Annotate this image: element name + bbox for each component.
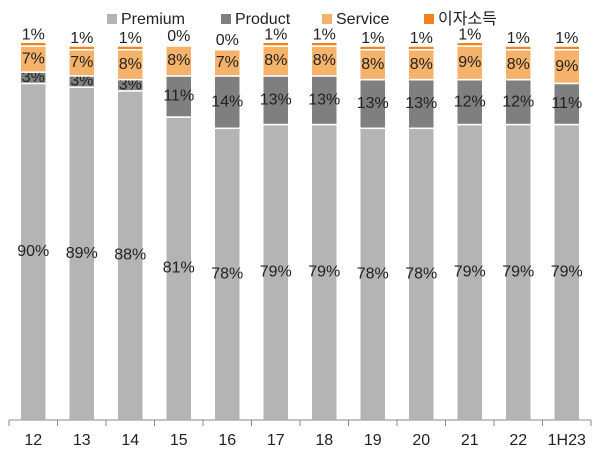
- bar-segment: [116, 48, 144, 81]
- bar-segment: [310, 75, 338, 126]
- x-tick-label: 21: [461, 432, 479, 449]
- bar-segment: [553, 82, 581, 126]
- x-tick-label: 18: [315, 432, 333, 449]
- data-label: 11%: [163, 88, 194, 105]
- bar-segment: [359, 127, 387, 421]
- bar-segment: [19, 41, 47, 47]
- bar-segment: [359, 45, 387, 51]
- data-label: 11%: [551, 95, 582, 112]
- data-label: 8%: [167, 52, 190, 69]
- data-label: 13%: [260, 91, 292, 108]
- data-label: 89%: [66, 245, 98, 262]
- bar-segment: [68, 45, 96, 51]
- legend-swatch: [107, 14, 117, 24]
- x-tick-label: 20: [412, 432, 430, 449]
- data-label: 8%: [507, 56, 530, 73]
- legend-swatch: [322, 14, 332, 24]
- bar-segment: [165, 116, 193, 421]
- data-label: 8%: [361, 56, 384, 73]
- bar-segment: [553, 123, 581, 421]
- x-tick-label: 15: [170, 432, 188, 449]
- data-label: 78%: [211, 265, 243, 282]
- data-label: 8%: [264, 52, 287, 69]
- bar-segment: [359, 78, 387, 130]
- bar-segment: [19, 82, 47, 421]
- data-label: 9%: [458, 54, 481, 71]
- data-label: 1%: [555, 30, 578, 47]
- data-label: 1%: [507, 30, 530, 47]
- data-label: 1%: [361, 30, 384, 47]
- data-label: 78%: [405, 265, 437, 282]
- bar-segment: [407, 45, 435, 51]
- data-label: 79%: [551, 263, 583, 280]
- bar-segment: [262, 75, 290, 126]
- data-label: 1%: [119, 30, 142, 47]
- data-label: 1%: [410, 30, 433, 47]
- data-label: 88%: [114, 247, 146, 264]
- bar-segment: [553, 45, 581, 51]
- data-label: 90%: [17, 243, 49, 260]
- legend-label: Premium: [121, 11, 185, 28]
- data-label: 7%: [22, 50, 45, 67]
- data-label: 79%: [502, 263, 534, 280]
- data-label: 7%: [70, 54, 93, 71]
- data-label: 8%: [410, 56, 433, 73]
- data-label: 81%: [163, 260, 195, 277]
- x-tick-label: 19: [364, 432, 382, 449]
- bar-segment: [165, 75, 193, 118]
- data-label: 13%: [308, 91, 340, 108]
- bar-segment: [456, 41, 484, 47]
- bar-segment: [165, 45, 193, 77]
- data-label: 14%: [211, 93, 243, 110]
- data-label: 12%: [502, 93, 534, 110]
- x-tick-label: 22: [509, 432, 527, 449]
- bar-segment: [262, 45, 290, 77]
- bar-segment: [456, 45, 484, 81]
- data-label: 8%: [119, 56, 142, 73]
- bar-segment: [213, 48, 241, 77]
- bar-segment: [116, 45, 144, 51]
- x-tick-label: 17: [267, 432, 285, 449]
- x-tick-label: 14: [121, 432, 139, 449]
- data-label: 1%: [264, 26, 287, 43]
- bar-segment: [504, 45, 532, 51]
- bar-segment: [310, 41, 338, 47]
- legend-label: Service: [336, 11, 389, 28]
- data-label: 12%: [454, 93, 486, 110]
- data-label: 13%: [405, 95, 437, 112]
- data-label: 79%: [308, 263, 340, 280]
- legend-swatch: [424, 14, 434, 24]
- data-label: 1%: [22, 26, 45, 43]
- x-tick-label: 1H23: [548, 432, 586, 449]
- data-label: 3%: [119, 76, 142, 93]
- bar-segment: [456, 123, 484, 421]
- bar-segment: [68, 48, 96, 77]
- data-label: 78%: [357, 265, 389, 282]
- x-tick-label: 12: [24, 432, 42, 449]
- x-tick-label: 16: [218, 432, 236, 449]
- data-label: 0%: [167, 28, 190, 45]
- data-label: 8%: [313, 52, 336, 69]
- data-label: 9%: [555, 58, 578, 75]
- data-label: 3%: [70, 73, 93, 90]
- bar-segment: [504, 78, 532, 126]
- data-label: 7%: [216, 54, 239, 71]
- data-label: 13%: [357, 95, 389, 112]
- data-label: 79%: [454, 263, 486, 280]
- bar-segment: [19, 45, 47, 73]
- data-label: 0%: [216, 32, 239, 49]
- x-tick-label: 13: [73, 432, 91, 449]
- legend-label: 이자소득: [438, 10, 497, 28]
- data-label: 3%: [22, 69, 45, 86]
- data-label: 79%: [260, 263, 292, 280]
- legend-swatch: [221, 14, 231, 24]
- data-label: 1%: [70, 30, 93, 47]
- legend-label: Product: [235, 11, 291, 28]
- data-label: 1%: [458, 26, 481, 43]
- data-label: 1%: [313, 26, 336, 43]
- bar-segment: [262, 41, 290, 47]
- bar-segment: [504, 48, 532, 81]
